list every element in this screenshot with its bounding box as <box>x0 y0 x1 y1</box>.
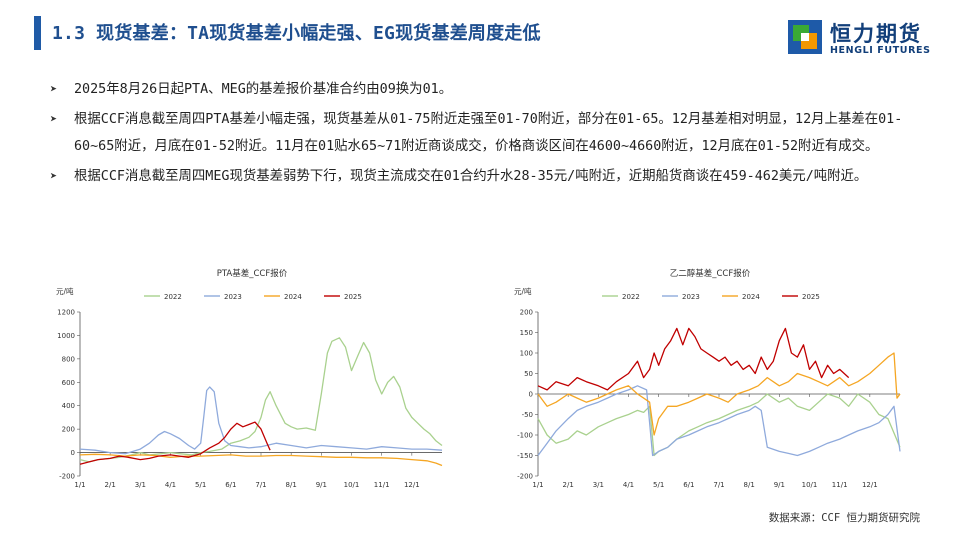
bullet-text: 2025年8月26日起PTA、MEG的基差报价基准合约由09换为01。 <box>74 82 453 97</box>
y-axis-unit-label: 元/吨 <box>514 286 532 296</box>
y-tick-label: -150 <box>517 452 533 460</box>
y-tick-label: 200 <box>62 426 75 434</box>
series-line-2025 <box>79 421 271 465</box>
y-tick-label: 600 <box>62 379 75 387</box>
x-tick-label: 7/1 <box>713 481 724 489</box>
meg-basis-chart: 乙二醇基差_CCF报价元/吨 2022 2023 2024 2025 -200 -150 -1… <box>510 262 910 502</box>
x-tick-label: 7/1 <box>255 481 266 489</box>
y-tick-label: 800 <box>62 355 75 363</box>
x-tick-label: 2/1 <box>563 481 574 489</box>
series-line-2022 <box>537 393 901 457</box>
x-tick-label: 1/1 <box>74 481 85 489</box>
arrow-bullet-icon: ➤ <box>50 111 58 126</box>
legend-label: 2024 <box>284 293 302 301</box>
x-tick-label: 9/1 <box>316 481 327 489</box>
arrow-bullet-icon: ➤ <box>50 82 58 96</box>
series-line-2022 <box>79 337 443 463</box>
x-tick-label: 11/1 <box>374 481 390 489</box>
bullet-item: ➤ 根据CCF消息截至周四PTA基差小幅走强，现货基差从01-75附近走强至01… <box>50 106 930 161</box>
x-tick-label: 12/1 <box>862 481 878 489</box>
bullet-text: 根据CCF消息截至周四MEG现货基差弱势下行，现货主流成交在01合约升水28-3… <box>74 168 868 184</box>
x-tick-label: 8/1 <box>286 481 297 489</box>
logo-text-cn: 恒力期货 <box>830 22 922 46</box>
y-axis-unit-label: 元/吨 <box>56 286 74 296</box>
legend-label: 2022 <box>622 293 640 301</box>
y-tick-label: -100 <box>517 432 533 440</box>
bullet-list: ➤ 2025年8月26日起PTA、MEG的基差报价基准合约由09换为01。 ➤ … <box>50 76 930 192</box>
legend-label: 2023 <box>224 293 242 301</box>
legend-label: 2024 <box>742 293 760 301</box>
x-tick-label: 10/1 <box>802 481 818 489</box>
y-tick-label: 200 <box>520 309 533 317</box>
x-tick-label: 4/1 <box>623 481 634 489</box>
chart-title: PTA基差_CCF报价 <box>217 268 288 279</box>
x-tick-label: 5/1 <box>195 481 206 489</box>
y-tick-label: -50 <box>522 411 533 419</box>
page-title: 1.3 现货基差：TA现货基差小幅走强、EG现货基差周度走低 <box>52 23 541 44</box>
y-tick-label: 400 <box>62 402 75 410</box>
bullet-item: ➤ 2025年8月26日起PTA、MEG的基差报价基准合约由09换为01。 <box>50 76 930 104</box>
y-tick-label: 1200 <box>57 309 75 317</box>
x-tick-label: 6/1 <box>225 481 236 489</box>
x-tick-label: 3/1 <box>593 481 604 489</box>
data-source-note: 数据来源：CCF 恒力期货研究院 <box>768 512 920 524</box>
y-tick-label: 50 <box>524 370 533 378</box>
series-line-2025 <box>537 327 850 391</box>
x-tick-label: 11/1 <box>832 481 848 489</box>
y-tick-label: -200 <box>517 473 533 481</box>
x-tick-label: 9/1 <box>774 481 785 489</box>
bullet-item: ➤ 根据CCF消息截至周四MEG现货基差弱势下行，现货主流成交在01合约升水28… <box>50 163 930 191</box>
legend-label: 2023 <box>682 293 700 301</box>
series-line-2023 <box>79 386 443 455</box>
y-tick-label: 0 <box>71 449 75 457</box>
arrow-bullet-icon: ➤ <box>50 168 58 183</box>
legend-label: 2022 <box>164 293 182 301</box>
y-tick-label: 0 <box>529 391 533 399</box>
bullet-text: 根据CCF消息截至周四PTA基差小幅走强，现货基差从01-75附近走强至01-7… <box>74 111 903 155</box>
series-line-2023 <box>537 385 901 457</box>
x-tick-label: 12/1 <box>404 481 420 489</box>
x-tick-label: 5/1 <box>653 481 664 489</box>
series-line-2024 <box>79 453 443 467</box>
series-line-2024 <box>537 352 901 436</box>
y-tick-label: -200 <box>59 473 75 481</box>
y-tick-label: 150 <box>520 329 533 337</box>
pta-basis-chart: PTA基差_CCF报价元/吨 2022 2023 2024 2025 -200 0 200 40… <box>52 262 452 502</box>
title-accent-bar <box>34 16 41 50</box>
x-tick-label: 2/1 <box>105 481 116 489</box>
x-tick-label: 4/1 <box>165 481 176 489</box>
company-logo: 恒力期货 HENGLI FUTURES <box>782 14 942 60</box>
x-tick-label: 3/1 <box>135 481 146 489</box>
y-tick-label: 1000 <box>57 332 75 340</box>
legend-label: 2025 <box>344 293 362 301</box>
x-tick-label: 10/1 <box>344 481 360 489</box>
y-tick-label: 100 <box>520 350 533 358</box>
legend-label: 2025 <box>802 293 820 301</box>
logo-text-en: HENGLI FUTURES <box>830 45 931 56</box>
x-tick-label: 8/1 <box>744 481 755 489</box>
x-tick-label: 1/1 <box>532 481 543 489</box>
chart-title: 乙二醇基差_CCF报价 <box>670 268 751 279</box>
logo-mark-icon <box>788 20 822 54</box>
x-tick-label: 6/1 <box>683 481 694 489</box>
